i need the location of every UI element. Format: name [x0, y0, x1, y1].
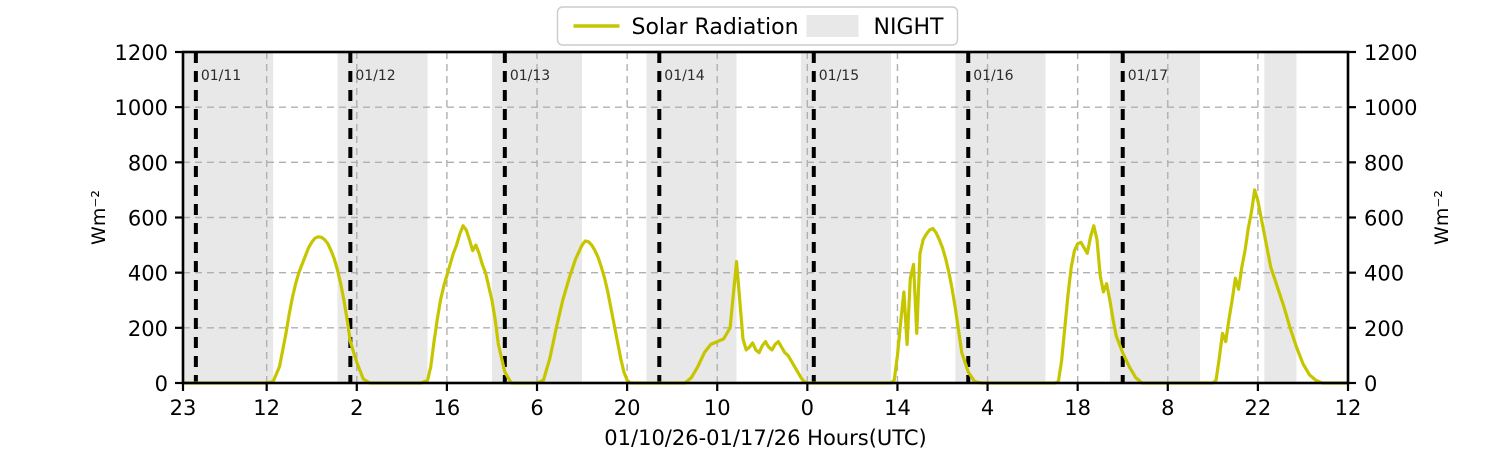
- x-axis-title: 01/10/26-01/17/26 Hours(UTC): [604, 426, 926, 450]
- day-divider-label: 01/11: [201, 68, 241, 84]
- x-tick-label: 12: [1335, 396, 1362, 420]
- y-tick-label-left: 600: [128, 207, 168, 231]
- x-tick-label: 20: [614, 396, 641, 420]
- x-tick-label: 22: [1245, 396, 1272, 420]
- legend-patch-swatch: [806, 15, 859, 37]
- x-tick-label: 16: [434, 396, 461, 420]
- y-tick-label-right: 0: [1364, 372, 1377, 396]
- y-axis-title-right: Wm⁻²: [1431, 190, 1453, 245]
- x-tick-label: 6: [530, 396, 543, 420]
- y-tick-label-left: 200: [128, 317, 168, 341]
- x-tick-label: 2: [350, 396, 363, 420]
- x-tick-label: 4: [981, 396, 994, 420]
- y-tick-label-left: 800: [128, 151, 168, 175]
- day-divider-label: 01/14: [664, 68, 704, 84]
- y-tick-label-right: 600: [1364, 207, 1404, 231]
- day-divider-label: 01/12: [355, 68, 395, 84]
- y-tick-label-left: 0: [155, 372, 168, 396]
- legend-label-solar-radiation: Solar Radiation: [632, 15, 799, 40]
- y-tick-label-right: 800: [1364, 151, 1404, 175]
- day-divider-label: 01/15: [819, 68, 859, 84]
- day-dividers-group: 01/11 01/12 01/13 01/14 01/15 01/16 01/17: [193, 52, 1168, 383]
- x-tick-label: 0: [801, 396, 814, 420]
- y-tick-label-left: 400: [128, 262, 168, 286]
- legend-label-night: NIGHT: [874, 15, 945, 40]
- y-axis-title-left: Wm⁻²: [88, 190, 110, 245]
- y-tick-label-right: 200: [1364, 317, 1404, 341]
- legend: Solar Radiation NIGHT: [556, 6, 959, 46]
- x-tick-label: 14: [884, 396, 911, 420]
- x-tick-label: 10: [704, 396, 731, 420]
- x-tick-label: 12: [253, 396, 280, 420]
- y-tick-label-left: 1000: [115, 96, 168, 120]
- y-tick-label-left: 1200: [115, 41, 168, 65]
- day-divider-label: 01/13: [510, 68, 550, 84]
- x-tick-label: 18: [1064, 396, 1091, 420]
- x-tick-label: 8: [1161, 396, 1174, 420]
- x-tick-label: 23: [170, 396, 197, 420]
- y-tick-label-right: 1200: [1364, 41, 1417, 65]
- day-divider-label: 01/16: [973, 68, 1013, 84]
- y-tick-label-right: 400: [1364, 262, 1404, 286]
- y-tick-label-right: 1000: [1364, 96, 1417, 120]
- day-divider-label: 01/17: [1128, 68, 1168, 84]
